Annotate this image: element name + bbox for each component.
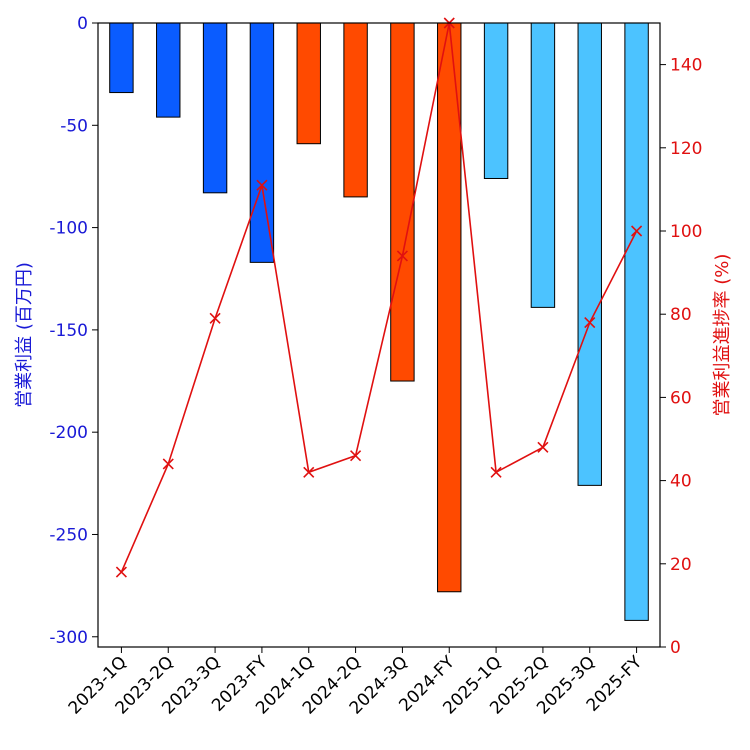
bar-2023-FY bbox=[249, 22, 275, 263]
left-axis-label: 営業利益 (百万円) bbox=[14, 262, 35, 408]
bar-2024-3Q bbox=[390, 22, 415, 382]
progress-marker-2025-1Q bbox=[490, 466, 502, 478]
progress-marker-2023-FY bbox=[256, 179, 268, 191]
plot-frame bbox=[97, 22, 661, 648]
progress-marker-2023-2Q bbox=[162, 458, 174, 470]
progress-marker-2025-3Q bbox=[584, 316, 596, 329]
progress-marker-2024-3Q bbox=[396, 250, 408, 262]
bar-2024-2Q bbox=[343, 22, 368, 198]
right-tick-label: 120 bbox=[670, 139, 702, 159]
right-tick-label: 80 bbox=[670, 305, 692, 325]
right-y-axis: 0 20 40 60 80 100 120 140 bbox=[660, 56, 702, 658]
bar-series bbox=[109, 22, 649, 621]
left-tick-label: -50 bbox=[60, 116, 88, 136]
progress-marker-2024-1Q bbox=[303, 466, 315, 478]
bar-2025-1Q bbox=[483, 22, 509, 179]
left-tick-label: -150 bbox=[49, 321, 88, 341]
bar-2024-1Q bbox=[296, 22, 321, 145]
right-axis-label: 営業利益進捗率 (%) bbox=[712, 254, 733, 417]
progress-marker-2025-2Q bbox=[537, 441, 549, 453]
right-tick-label: 0 bbox=[670, 638, 681, 658]
progress-marker-2023-1Q bbox=[115, 566, 127, 578]
left-tick-label: -100 bbox=[49, 219, 88, 239]
left-tick-label: -200 bbox=[49, 423, 88, 443]
bar-2023-1Q bbox=[109, 22, 134, 94]
right-tick-label: 60 bbox=[670, 388, 692, 408]
progress-line bbox=[120, 22, 638, 573]
x-axis: 2023-1Q2023-2Q2023-3Q2023-FY2024-1Q2024-… bbox=[65, 647, 647, 719]
bar-2023-2Q bbox=[156, 22, 181, 118]
right-tick-label: 40 bbox=[670, 472, 692, 492]
right-tick-label: 100 bbox=[670, 222, 702, 242]
bar-2025-FY bbox=[624, 22, 649, 621]
progress-marker-2023-3Q bbox=[209, 312, 221, 324]
left-tick-label: -250 bbox=[49, 525, 88, 545]
progress-marker-2025-FY bbox=[631, 225, 643, 237]
left-tick-label: 0 bbox=[77, 14, 88, 34]
bar-2023-3Q bbox=[202, 22, 228, 194]
left-y-axis: 0 -50 -100 -150 -200 -250 -300 bbox=[49, 14, 98, 648]
line-series bbox=[115, 17, 643, 578]
progress-marker-2024-2Q bbox=[350, 450, 362, 462]
bar-2025-3Q bbox=[577, 22, 602, 486]
right-tick-label: 20 bbox=[670, 555, 692, 575]
left-tick-label: -300 bbox=[49, 628, 88, 648]
right-tick-label: 140 bbox=[670, 56, 702, 76]
bar-2025-2Q bbox=[530, 22, 556, 308]
